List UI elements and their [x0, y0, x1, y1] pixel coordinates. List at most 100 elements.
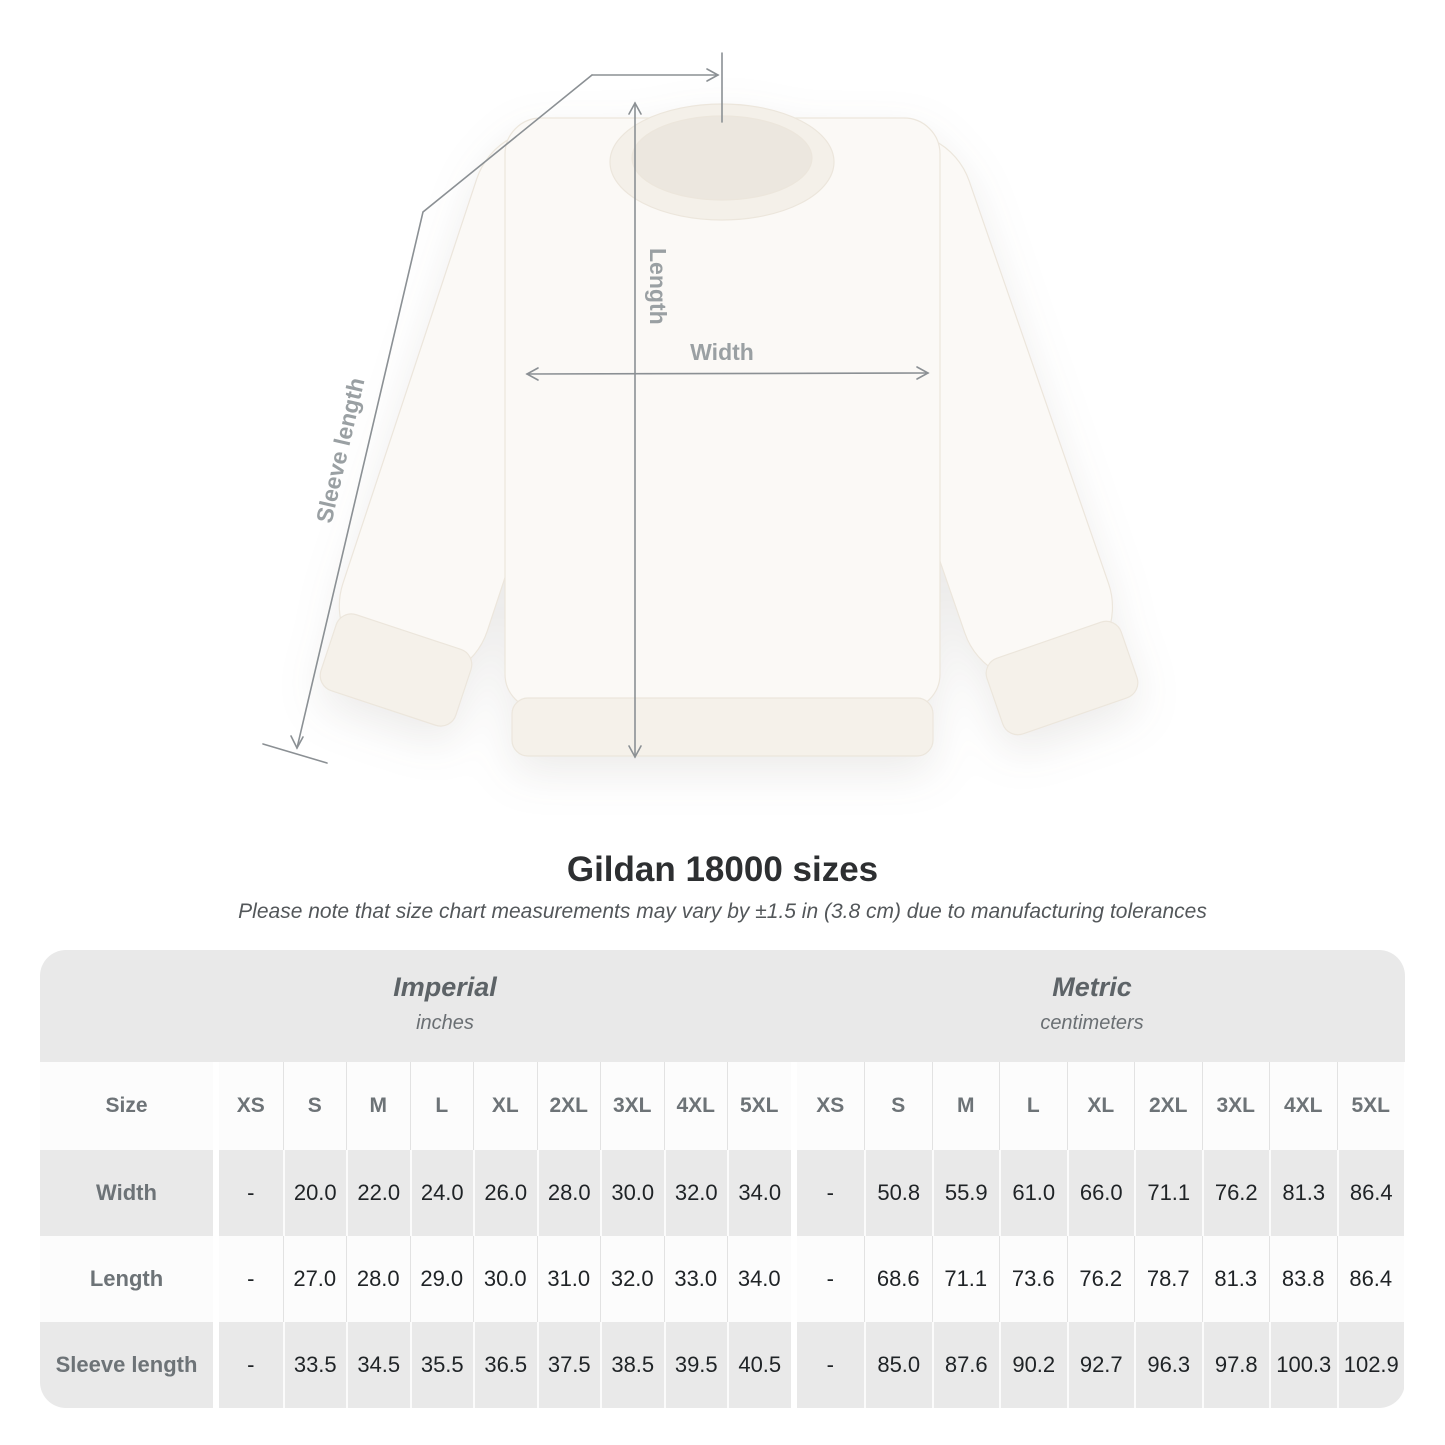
value-cell-imperial: 34.0 [727, 1236, 791, 1322]
value-cell-imperial: 36.5 [473, 1322, 537, 1408]
value-cell-metric: 83.8 [1269, 1236, 1337, 1322]
value-cell-metric-text: 66.0 [1079, 1180, 1123, 1205]
value-cell-imperial-text: 35.5 [420, 1352, 464, 1377]
size-col-header-metric-text: XL [1087, 1094, 1115, 1117]
metric-unit-label: centimeters [1040, 1012, 1144, 1034]
value-cell-metric: 55.9 [931, 1150, 999, 1236]
value-cell-metric: 61.0 [999, 1150, 1067, 1236]
value-cell-imperial-text: 37.5 [547, 1352, 591, 1377]
value-cell-metric: 102.9 [1336, 1322, 1404, 1408]
value-cell-metric: 76.2 [1066, 1236, 1134, 1322]
sleeve-length-label: Sleeve length [311, 375, 370, 525]
value-cell-metric: 81.3 [1201, 1236, 1269, 1322]
value-cell-imperial-text: 28.0 [356, 1266, 400, 1291]
size-col-header-imperial-text: XS [236, 1094, 265, 1117]
value-cell-metric-text: 76.2 [1079, 1266, 1123, 1291]
value-cell-metric: 90.2 [999, 1322, 1067, 1408]
value-cell-imperial: 39.5 [663, 1322, 727, 1408]
value-cell-metric-text: 81.3 [1282, 1180, 1326, 1205]
value-cell-metric-text: - [826, 1180, 834, 1205]
size-col-header-imperial-text: L [435, 1094, 449, 1117]
value-cell-imperial-text: 34.0 [738, 1180, 782, 1205]
size-col-header-imperial: M [346, 1062, 410, 1150]
value-cell-metric-text: 78.7 [1146, 1266, 1190, 1291]
arrow-down-icon [290, 735, 304, 750]
value-cell-imperial-text: 30.0 [483, 1266, 527, 1291]
value-cell-metric: 71.1 [1134, 1150, 1202, 1236]
value-cell-metric: 78.7 [1134, 1236, 1202, 1322]
value-cell-imperial: 22.0 [346, 1150, 410, 1236]
size-col-header-metric: M [931, 1062, 999, 1150]
value-cell-imperial: 28.0 [346, 1236, 410, 1322]
length-label: Length [645, 248, 671, 325]
value-cell-imperial-text: 28.0 [547, 1180, 591, 1205]
value-cell-imperial-text: 32.0 [674, 1180, 718, 1205]
value-cell-imperial-text: 30.0 [611, 1180, 655, 1205]
size-col-header-metric-text: XS [816, 1094, 845, 1117]
value-cell-metric: 81.3 [1269, 1150, 1337, 1236]
value-cell-imperial: 33.5 [282, 1322, 346, 1408]
value-cell-imperial: - [219, 1322, 283, 1408]
size-col-header-imperial-text: 4XL [676, 1094, 715, 1117]
value-cell-imperial-text: 22.0 [357, 1180, 401, 1205]
tolerance-note: Please note that size chart measurements… [238, 900, 1207, 923]
value-cell-metric-text: - [826, 1266, 834, 1291]
value-cell-metric-text: 83.8 [1281, 1266, 1325, 1291]
value-cell-metric-text: 71.1 [1147, 1180, 1191, 1205]
measurement-grid: Size XS S M L XL 2XL 3XL 4XL 5XL XS S M L XL 2XL 3XL 4XL 5… [40, 1062, 1405, 1408]
cuff-reference-tick [262, 743, 328, 764]
value-cell-metric-text: 86.4 [1349, 1266, 1393, 1291]
value-cell-imperial-text: - [247, 1352, 255, 1377]
value-cell-metric-text: 102.9 [1343, 1352, 1399, 1377]
value-cell-imperial: 28.0 [536, 1150, 600, 1236]
value-cell-metric: 96.3 [1134, 1322, 1202, 1408]
width-measure-line [525, 366, 930, 381]
value-cell-metric: 68.6 [864, 1236, 932, 1322]
value-cell-imperial: 40.5 [727, 1322, 791, 1408]
sweatshirt-image [319, 103, 1139, 757]
value-cell-metric-text: 100.3 [1276, 1352, 1332, 1377]
size-col-header-metric-text: 4XL [1283, 1094, 1323, 1117]
value-cell-imperial-text: 27.0 [293, 1266, 337, 1291]
value-cell-imperial: - [219, 1236, 283, 1322]
value-cell-imperial: 35.5 [409, 1322, 473, 1408]
unit-group-imperial: Imperial inches [393, 950, 497, 1035]
size-col-header-metric: L [999, 1062, 1067, 1150]
value-cell-metric-text: 55.9 [944, 1180, 988, 1205]
size-col-header-imperial-text: M [369, 1094, 388, 1117]
size-col-header-metric: XL [1066, 1062, 1134, 1150]
value-cell-imperial: - [219, 1150, 283, 1236]
value-cell-metric: - [796, 1150, 864, 1236]
value-cell-imperial-text: 36.5 [484, 1352, 528, 1377]
value-cell-imperial: 24.0 [409, 1150, 473, 1236]
size-col-header-imperial: 4XL [663, 1062, 727, 1150]
row-label: Length [40, 1236, 213, 1322]
value-cell-imperial: 38.5 [600, 1322, 664, 1408]
column-gutter [790, 1062, 797, 1150]
metric-label: Metric [1052, 972, 1132, 1002]
value-cell-imperial: 34.0 [727, 1150, 791, 1236]
value-cell-metric-text: 61.0 [1012, 1180, 1056, 1205]
value-cell-metric: 50.8 [864, 1150, 932, 1236]
value-cell-metric-text: 97.8 [1214, 1352, 1258, 1377]
size-header: Size [40, 1062, 213, 1150]
size-col-header-imperial-text: 3XL [612, 1094, 652, 1117]
value-cell-metric: 92.7 [1066, 1322, 1134, 1408]
size-table: Imperial inches Metric centimeters Size X… [40, 950, 1405, 1408]
value-cell-metric: 66.0 [1066, 1150, 1134, 1236]
value-cell-imperial-text: 32.0 [610, 1266, 654, 1291]
row-label-text: Width [96, 1180, 157, 1205]
unit-group-metric: Metric centimeters [1040, 950, 1143, 1035]
size-col-header-metric-text: M [957, 1094, 975, 1117]
arrow-right-icon [916, 366, 930, 380]
measurement-lines [262, 52, 930, 764]
value-cell-metric-text: 76.2 [1214, 1180, 1258, 1205]
cuff-left [319, 613, 473, 727]
value-cell-imperial-text: 29.0 [420, 1266, 464, 1291]
size-col-header-imperial-text: S [307, 1094, 322, 1117]
value-cell-metric-text: 50.8 [877, 1180, 921, 1205]
page-title: Gildan 18000 sizes [566, 850, 879, 889]
arrow-left-icon [525, 367, 539, 381]
value-cell-metric: - [796, 1322, 864, 1408]
value-cell-metric-text: 92.7 [1079, 1352, 1123, 1377]
